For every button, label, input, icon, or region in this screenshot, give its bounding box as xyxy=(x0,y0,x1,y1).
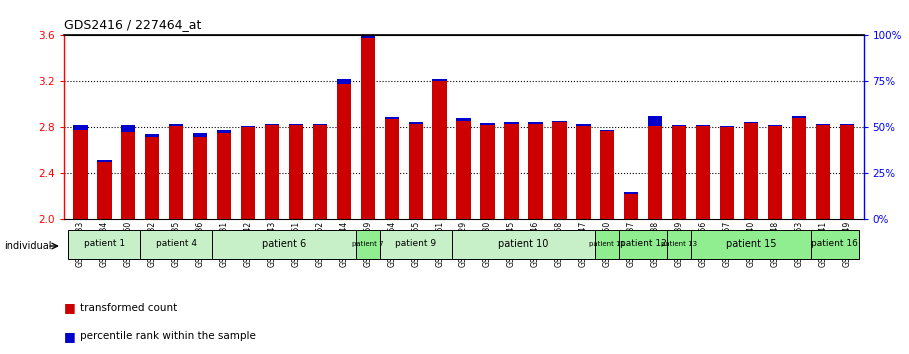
Bar xyxy=(169,124,184,126)
Text: patient 4: patient 4 xyxy=(155,239,196,248)
Text: patient 16: patient 16 xyxy=(812,239,858,248)
Text: patient 10: patient 10 xyxy=(498,239,549,249)
Bar xyxy=(433,81,447,219)
Bar xyxy=(169,126,184,219)
Bar xyxy=(355,230,380,258)
Bar xyxy=(648,116,663,219)
Bar xyxy=(361,38,375,219)
Bar xyxy=(145,137,159,219)
Text: percentile rank within the sample: percentile rank within the sample xyxy=(80,331,255,341)
Bar xyxy=(265,125,279,219)
Bar xyxy=(792,118,806,219)
Bar xyxy=(385,117,399,119)
Bar xyxy=(840,124,854,125)
Bar xyxy=(619,230,667,258)
Text: patient 12: patient 12 xyxy=(620,239,666,248)
Bar xyxy=(720,126,734,127)
Text: patient 9: patient 9 xyxy=(395,239,436,248)
Bar xyxy=(480,125,494,219)
Bar xyxy=(456,118,471,120)
Bar xyxy=(217,133,231,219)
Bar xyxy=(289,124,303,125)
Text: patient 11: patient 11 xyxy=(589,241,625,247)
Bar xyxy=(68,230,140,258)
Text: patient 1: patient 1 xyxy=(84,239,125,248)
Bar xyxy=(576,126,591,219)
Bar xyxy=(265,124,279,125)
Bar xyxy=(691,230,811,258)
Bar xyxy=(504,124,519,219)
Bar xyxy=(696,125,710,126)
Text: patient 13: patient 13 xyxy=(661,241,697,247)
Bar xyxy=(456,120,471,219)
Bar xyxy=(193,133,207,137)
Bar xyxy=(667,230,691,258)
Bar xyxy=(121,125,135,219)
Bar xyxy=(600,131,614,219)
Bar xyxy=(313,124,327,125)
Bar xyxy=(815,125,830,219)
Bar xyxy=(408,122,423,124)
Bar xyxy=(408,124,423,219)
Text: transformed count: transformed count xyxy=(80,303,177,313)
Bar xyxy=(744,123,758,219)
Text: patient 15: patient 15 xyxy=(725,239,776,249)
Bar xyxy=(217,130,231,133)
Bar xyxy=(193,137,207,219)
Bar xyxy=(504,122,519,124)
Bar xyxy=(672,125,686,126)
Text: patient 6: patient 6 xyxy=(262,239,306,249)
Bar xyxy=(433,79,447,81)
Bar xyxy=(74,125,87,130)
Bar xyxy=(145,134,159,137)
Text: GDS2416 / 227464_at: GDS2416 / 227464_at xyxy=(64,18,201,31)
Bar xyxy=(552,120,566,122)
Bar xyxy=(552,122,566,219)
Bar xyxy=(811,230,859,258)
Bar xyxy=(336,84,351,219)
Bar xyxy=(140,230,212,258)
Text: individual: individual xyxy=(5,241,52,251)
Bar xyxy=(336,79,351,84)
Bar xyxy=(241,126,255,127)
Bar xyxy=(744,122,758,123)
Bar xyxy=(380,230,452,258)
Bar xyxy=(792,116,806,118)
Text: ■: ■ xyxy=(64,330,75,343)
Bar xyxy=(648,116,663,126)
Bar xyxy=(815,124,830,125)
Bar xyxy=(624,192,638,194)
Bar xyxy=(121,125,135,132)
Bar xyxy=(313,125,327,219)
Bar xyxy=(840,125,854,219)
Text: patient 7: patient 7 xyxy=(352,241,384,247)
Bar xyxy=(385,119,399,219)
Bar xyxy=(768,125,782,126)
Bar xyxy=(480,123,494,125)
Bar xyxy=(97,160,112,162)
Bar xyxy=(720,127,734,219)
Bar xyxy=(74,130,87,219)
Bar xyxy=(212,230,355,258)
Bar xyxy=(672,126,686,219)
Bar xyxy=(528,122,543,124)
Text: ■: ■ xyxy=(64,302,75,314)
Bar xyxy=(576,124,591,126)
Bar xyxy=(452,230,595,258)
Bar xyxy=(361,35,375,38)
Bar xyxy=(624,194,638,219)
Bar xyxy=(289,125,303,219)
Bar xyxy=(241,127,255,219)
Bar xyxy=(600,130,614,131)
Bar xyxy=(97,162,112,219)
Bar xyxy=(768,126,782,219)
Bar xyxy=(528,124,543,219)
Bar xyxy=(696,126,710,219)
Bar xyxy=(595,230,619,258)
